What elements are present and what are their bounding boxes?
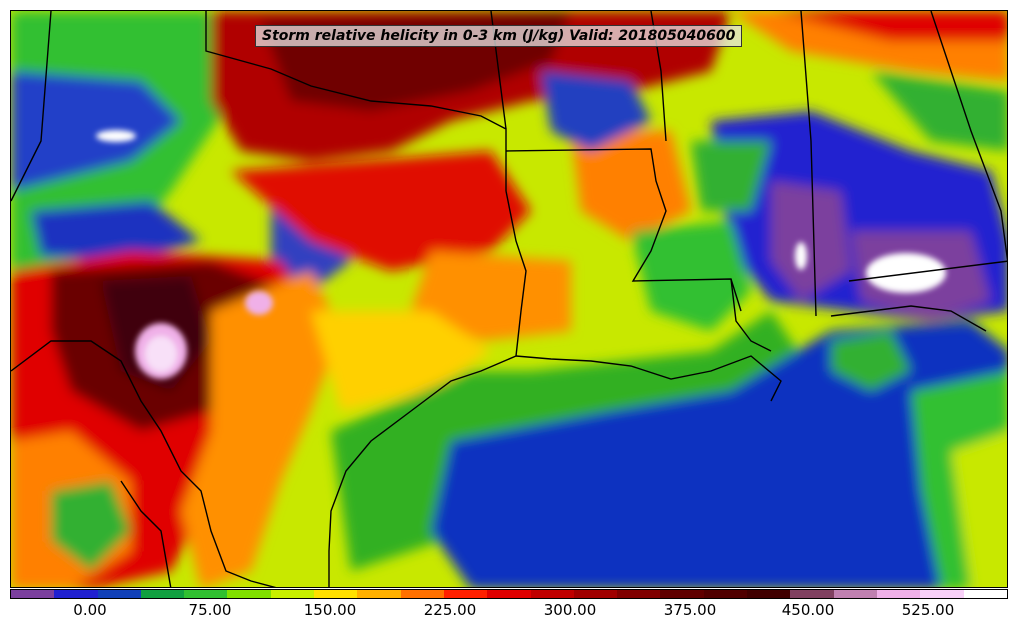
colorbar-tick-label: 450.00	[781, 601, 835, 619]
colorbar-swatch	[400, 590, 444, 598]
colorbar-swatch	[573, 590, 618, 598]
colorbar-swatch	[963, 590, 1007, 598]
colorbar-swatch	[270, 590, 315, 598]
colorbar-swatch	[314, 590, 358, 598]
helicity-map	[11, 11, 1007, 587]
colorbar-swatch	[876, 590, 921, 598]
colorbar-swatch	[184, 590, 228, 598]
colorbar-tick-label: 225.00	[423, 601, 477, 619]
colorbar-tick-label: 0.00	[73, 601, 107, 619]
colorbar-swatch	[790, 590, 834, 598]
colorbar-swatch	[833, 590, 877, 598]
boundary-lines	[11, 11, 1007, 587]
colorbar-swatch	[920, 590, 964, 598]
map-title: Storm relative helicity in 0-3 km (J/kg)…	[255, 25, 743, 47]
helicity-maxima	[96, 130, 946, 379]
colorbar	[10, 589, 1008, 599]
colorbar-swatch	[703, 590, 748, 598]
colorbar-swatch	[617, 590, 661, 598]
colorbar-swatch	[487, 590, 531, 598]
colorbar-ticks: 0.00 75.00 150.00 225.00 300.00 375.00 450.00 5…	[10, 601, 1008, 625]
colorbar-tick-label: 150.00	[303, 601, 357, 619]
colorbar-swatch	[660, 590, 704, 598]
colorbar-swatch	[227, 590, 271, 598]
map-panel: Storm relative helicity in 0-3 km (J/kg)…	[10, 10, 1008, 588]
colorbar-swatch	[530, 590, 574, 598]
colorbar-swatch	[443, 590, 488, 598]
colorbar-tick-label: 375.00	[663, 601, 717, 619]
colorbar-swatch	[11, 590, 55, 598]
colorbar-tick-label: 300.00	[543, 601, 597, 619]
colorbar-swatch	[54, 590, 98, 598]
colorbar-swatch	[357, 590, 401, 598]
colorbar-tick-label: 525.00	[901, 601, 955, 619]
colorbar-swatch	[97, 590, 141, 598]
colorbar-swatch	[140, 590, 185, 598]
colorbar-tick-label: 75.00	[188, 601, 232, 619]
colorbar-swatch	[747, 590, 791, 598]
